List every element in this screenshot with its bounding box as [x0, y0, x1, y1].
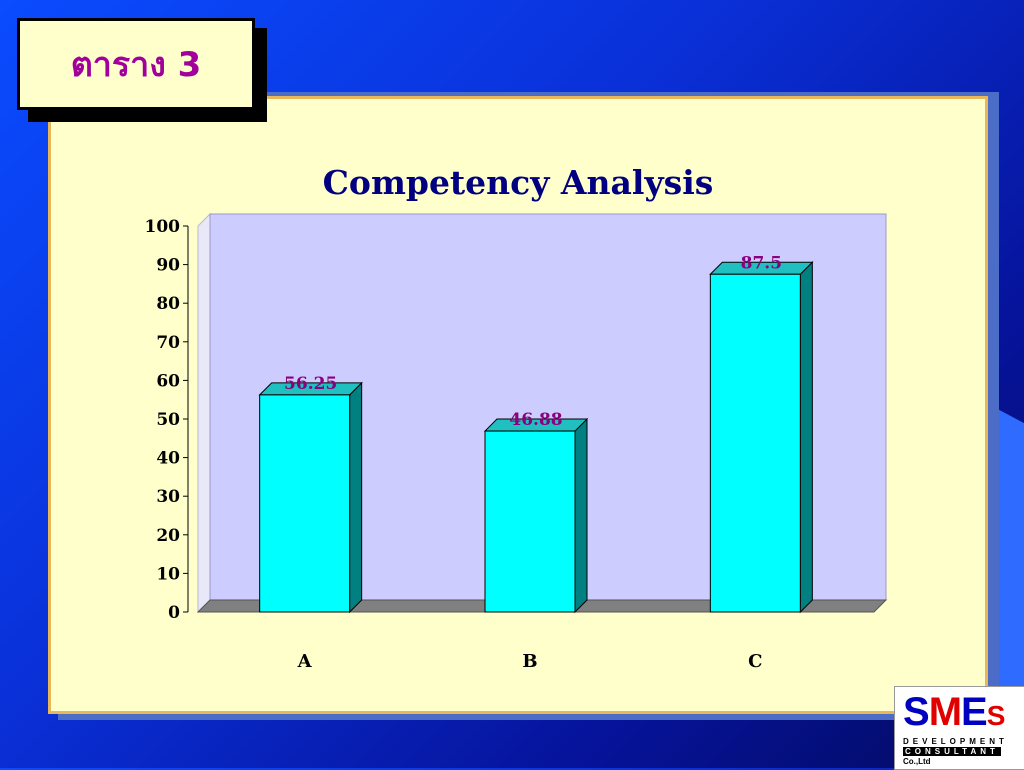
- x-axis: A B C: [297, 651, 763, 672]
- plot-side-wall: [197, 212, 211, 614]
- bar-A: 56.25: [258, 374, 363, 614]
- y-tick-label: 40: [156, 449, 180, 469]
- y-tick-label: 50: [156, 410, 180, 430]
- y-tick-label: 100: [145, 217, 181, 237]
- slide-title-box: ตาราง 3: [17, 18, 255, 110]
- bar-B: 46.88: [483, 410, 589, 614]
- bar-value-label: 56.25: [284, 374, 337, 394]
- logo-line-consultant: CONSULTANT: [903, 747, 1001, 756]
- y-tick-label: 80: [156, 294, 180, 314]
- bar-front-face: [484, 430, 576, 613]
- logo-line-development: DEVELOPMENT: [903, 737, 1008, 746]
- y-tick-label: 20: [156, 526, 180, 546]
- x-category-label: C: [748, 651, 762, 672]
- x-category-label: B: [522, 651, 537, 672]
- bar-side-face: [574, 417, 588, 614]
- logo-line-company: Co.,Ltd: [903, 757, 931, 766]
- bar-front-face: [709, 273, 801, 613]
- y-tick-label: 30: [156, 487, 180, 507]
- y-tick-label: 70: [156, 333, 180, 353]
- smes-logo: SMES DEVELOPMENT CONSULTANT Co.,Ltd: [894, 686, 1024, 770]
- bar-value-label: 87.5: [741, 253, 782, 273]
- bar-side-face: [799, 261, 813, 614]
- y-tick-label: 90: [156, 256, 180, 276]
- bar-C: 87.5: [709, 253, 814, 614]
- x-category-label: A: [297, 651, 313, 672]
- y-tick-label: 0: [168, 603, 180, 623]
- y-tick-label: 10: [156, 564, 180, 584]
- bar-value-label: 46.88: [509, 410, 562, 430]
- y-axis: 0 10 20 30 40 50 60 70 80 90 100: [145, 217, 189, 623]
- chart-title: Competency Analysis: [323, 163, 714, 202]
- bar-series: 56.25 46.88 87.5: [258, 253, 814, 614]
- y-tick-label: 60: [156, 371, 180, 391]
- bar-front-face: [259, 394, 351, 613]
- bar-side-face: [349, 381, 363, 614]
- logo-wordmark: SMES: [903, 690, 1005, 734]
- slide-title: ตาราง 3: [70, 45, 202, 85]
